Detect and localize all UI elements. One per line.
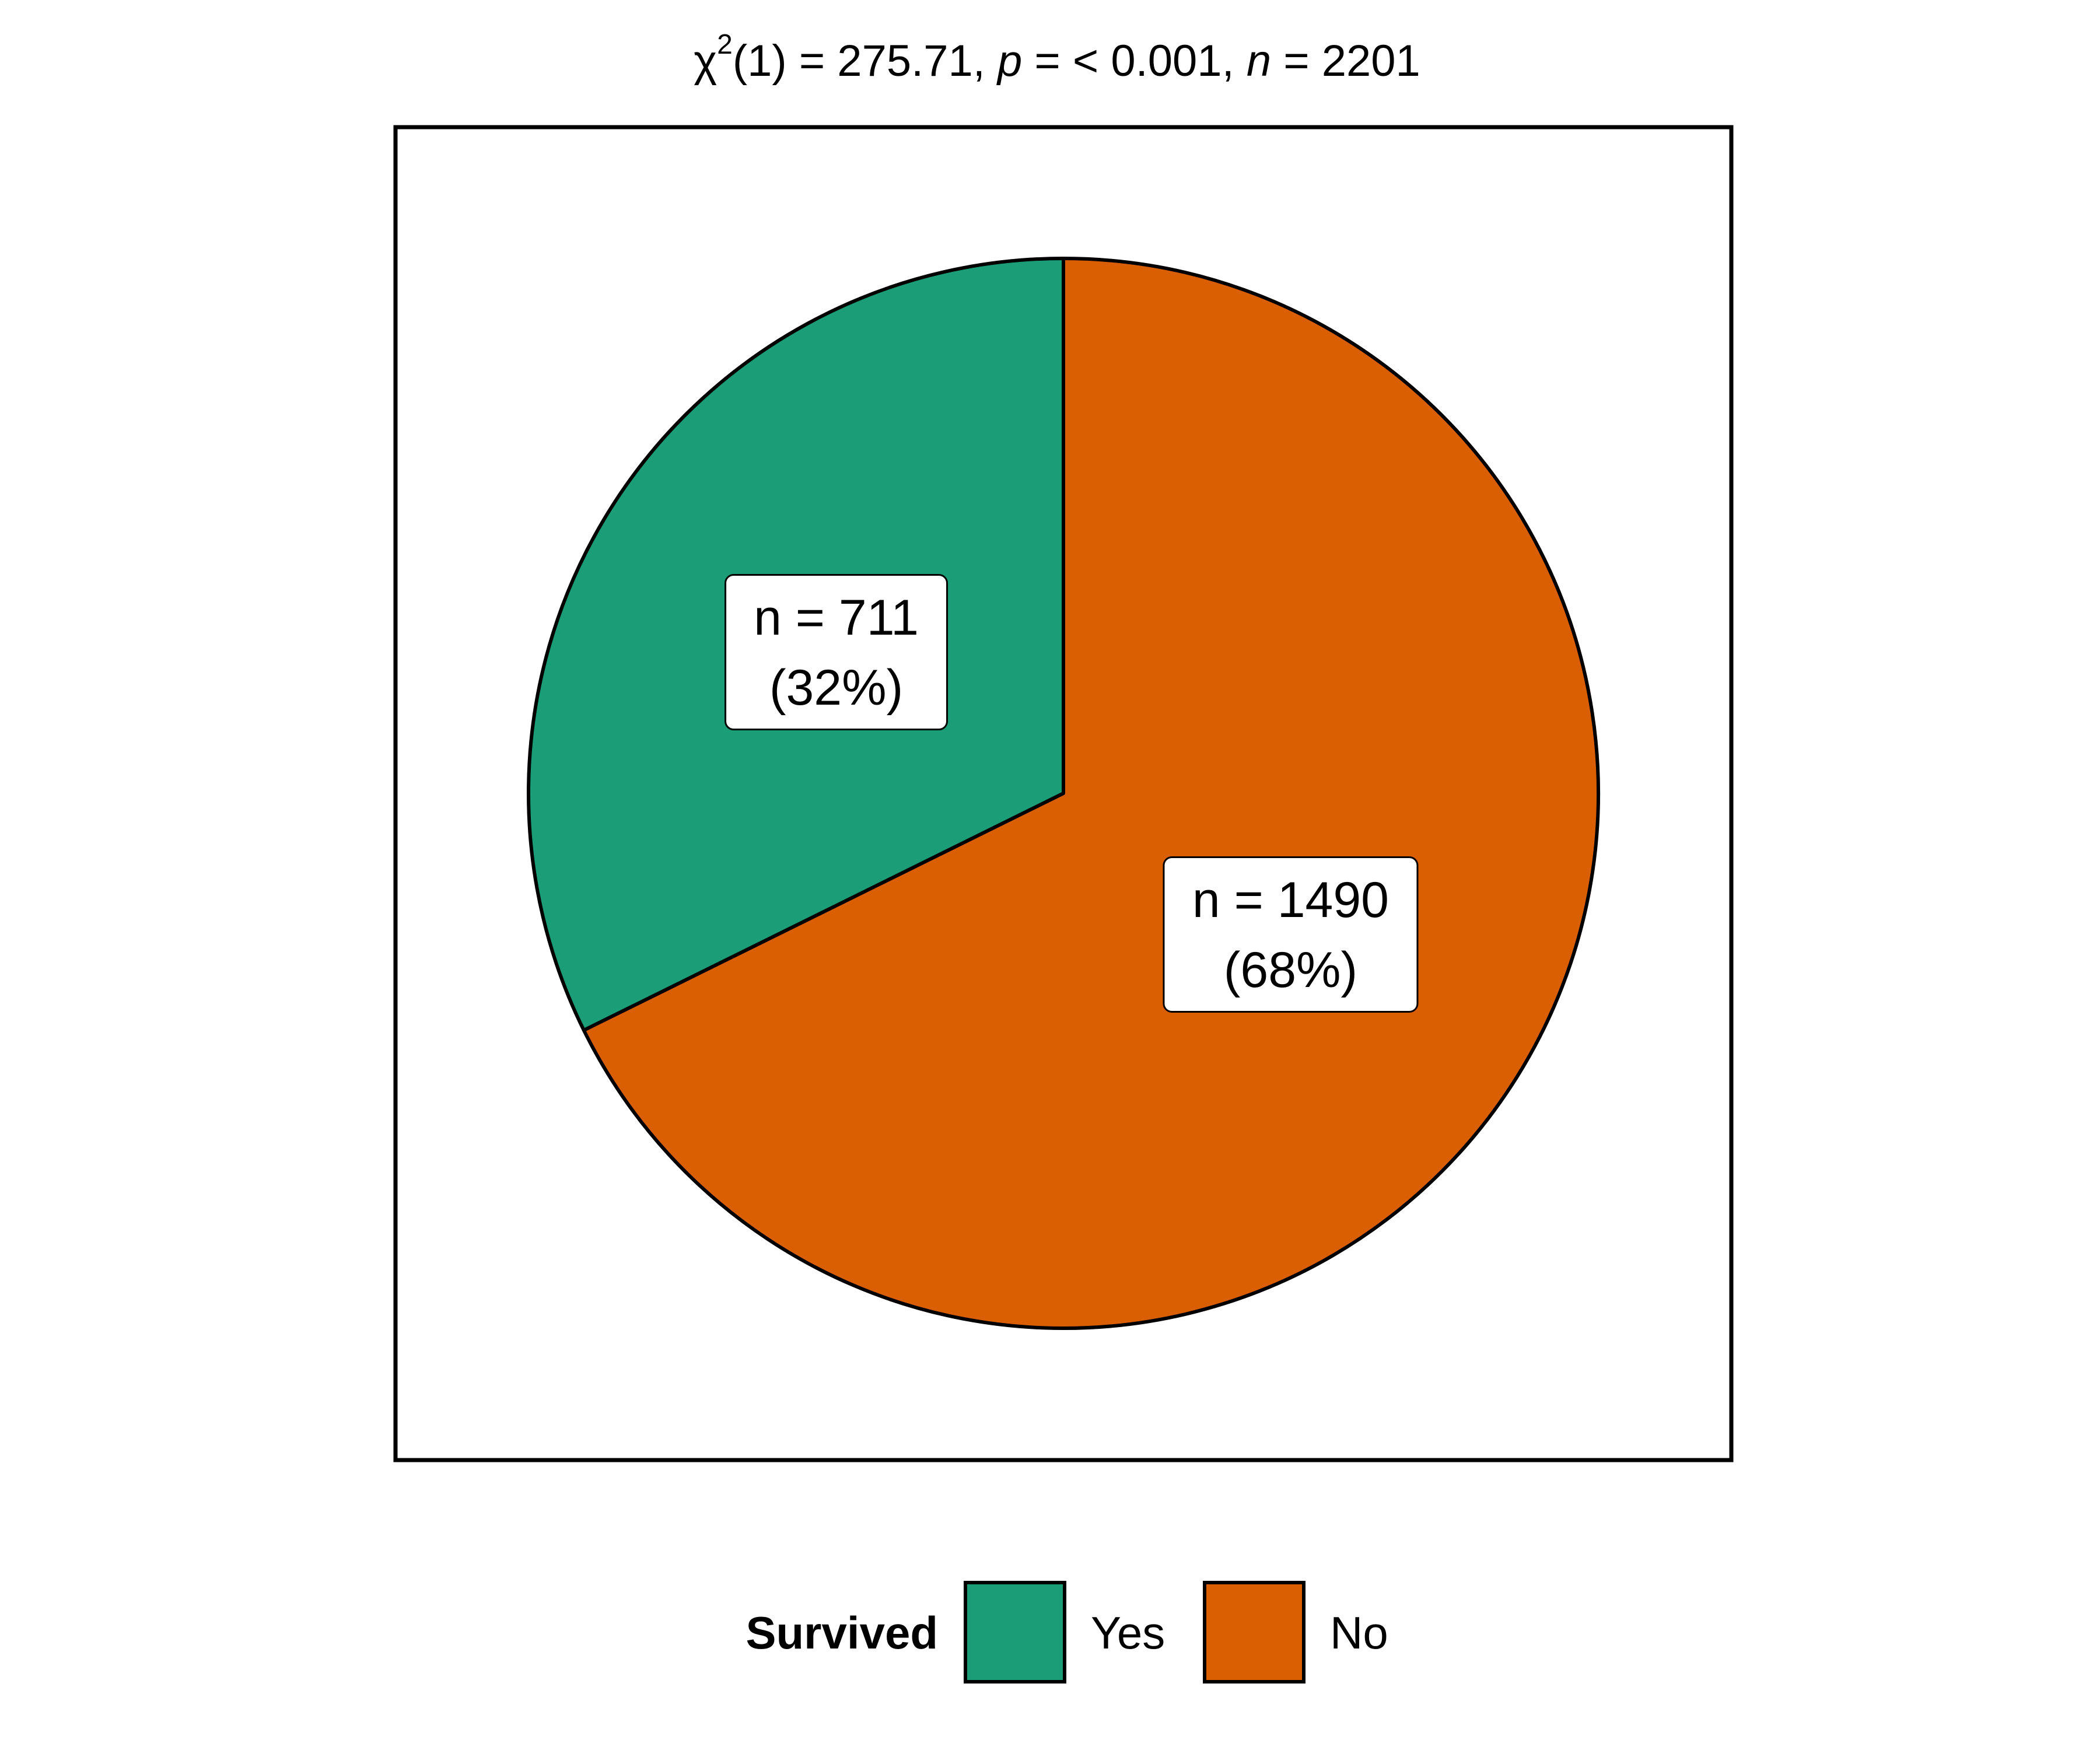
pie-labels: n = 711 (32%) n = 1490 (68%) [724,574,1419,1013]
legend-title: Survived [746,1607,938,1658]
title-chi: χ [694,36,717,86]
pie-slice-no [582,257,1600,1330]
title-p-value: = < 0.001, [1022,36,1247,86]
slice-label-box [724,574,949,731]
legend-key-no [1203,1581,1306,1684]
title-n-value: = 2201 [1271,36,1420,86]
legend-key-yes [964,1581,1066,1684]
title-stat: (1) = 275.71, [733,36,998,86]
title-n-symbol: n [1247,36,1271,86]
legend-label-no: No [1330,1607,1388,1658]
slice-label-count: n = 1490 [1192,872,1389,928]
slice-label-box [1163,856,1419,1013]
legend-label-yes: Yes [1091,1607,1165,1658]
slice-label-percent: (32%) [769,660,903,716]
slice-label-percent: (68%) [1224,942,1357,998]
title-chi-exponent: 2 [717,29,733,60]
slice-label-no: n = 1490 (68%) [1163,856,1419,1013]
chart-title: χ2(1) = 275.71, p = < 0.001, n = 2201 [694,29,1420,86]
slice-label-yes: n = 711 (32%) [724,574,949,731]
pie-slices [527,257,1600,1330]
legend-items: Yes No [964,1581,1388,1684]
slice-label-count: n = 711 [754,590,919,646]
title-p-symbol: p [996,36,1022,86]
legend: Survived Yes No [746,1581,1388,1684]
